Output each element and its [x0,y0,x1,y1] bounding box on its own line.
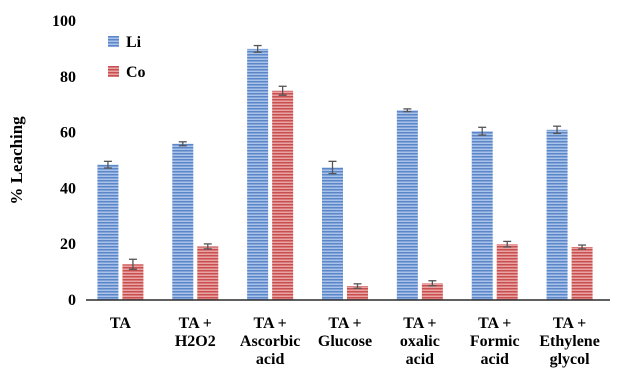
legend-swatch-co [108,66,119,77]
error-bar [553,125,562,135]
bar-li [396,110,418,300]
error-bar [178,141,187,147]
y-tick-label: 0 [68,292,76,309]
error-bar [578,244,587,250]
error-bar [328,160,337,175]
bar-co [347,286,368,300]
x-tick-label: TA [110,315,131,332]
bar-li [546,129,568,300]
error-bar [103,160,112,169]
bar-co [496,244,518,300]
error-bar [253,44,262,53]
bar-co [421,283,443,300]
error-bar [203,243,212,250]
bars [97,48,593,301]
y-tick-label: 40 [60,180,76,197]
bar-li [471,131,493,300]
y-tick-label: 20 [60,236,76,253]
error-bar [403,108,412,113]
error-bars [103,44,587,289]
bar-co [571,246,593,300]
error-bar [128,258,137,270]
x-tick-label: TA + H2O2 [175,315,216,350]
y-tick-label: 60 [60,125,76,142]
y-axis-ticks: 0 20 40 60 80 100 [52,13,76,309]
x-tick-label: TA + Glucose [318,315,372,350]
error-bar [353,283,362,289]
bar-li [247,48,269,301]
bar-co [122,264,144,300]
bar-co [272,90,294,300]
legend-label-li: Li [126,34,142,51]
legend-swatch-li [108,36,119,47]
bar-li [172,143,194,300]
error-bar [428,280,437,287]
error-bar [478,126,487,136]
error-bar [278,85,287,96]
bar-li [97,164,119,300]
x-axis-labels: TA TA + H2O2 TA + Ascorbic acid TA + Glucose TA … [110,315,600,368]
x-tick-label: TA + Formic acid [470,315,520,368]
bar-co [197,246,219,300]
x-tick-label: TA + oxalic acid [400,315,440,368]
legend: Li Co [108,34,146,81]
y-axis-title: % Leaching [7,116,26,205]
error-bar [503,240,512,248]
legend-label-co: Co [126,64,146,81]
y-tick-label: 80 [60,69,76,86]
y-tick-label: 100 [52,13,76,30]
x-tick-label: TA + Ascorbic acid [240,315,300,368]
x-tick-label: TA + Ethylene glycol [539,315,599,368]
bar-li [322,167,343,300]
